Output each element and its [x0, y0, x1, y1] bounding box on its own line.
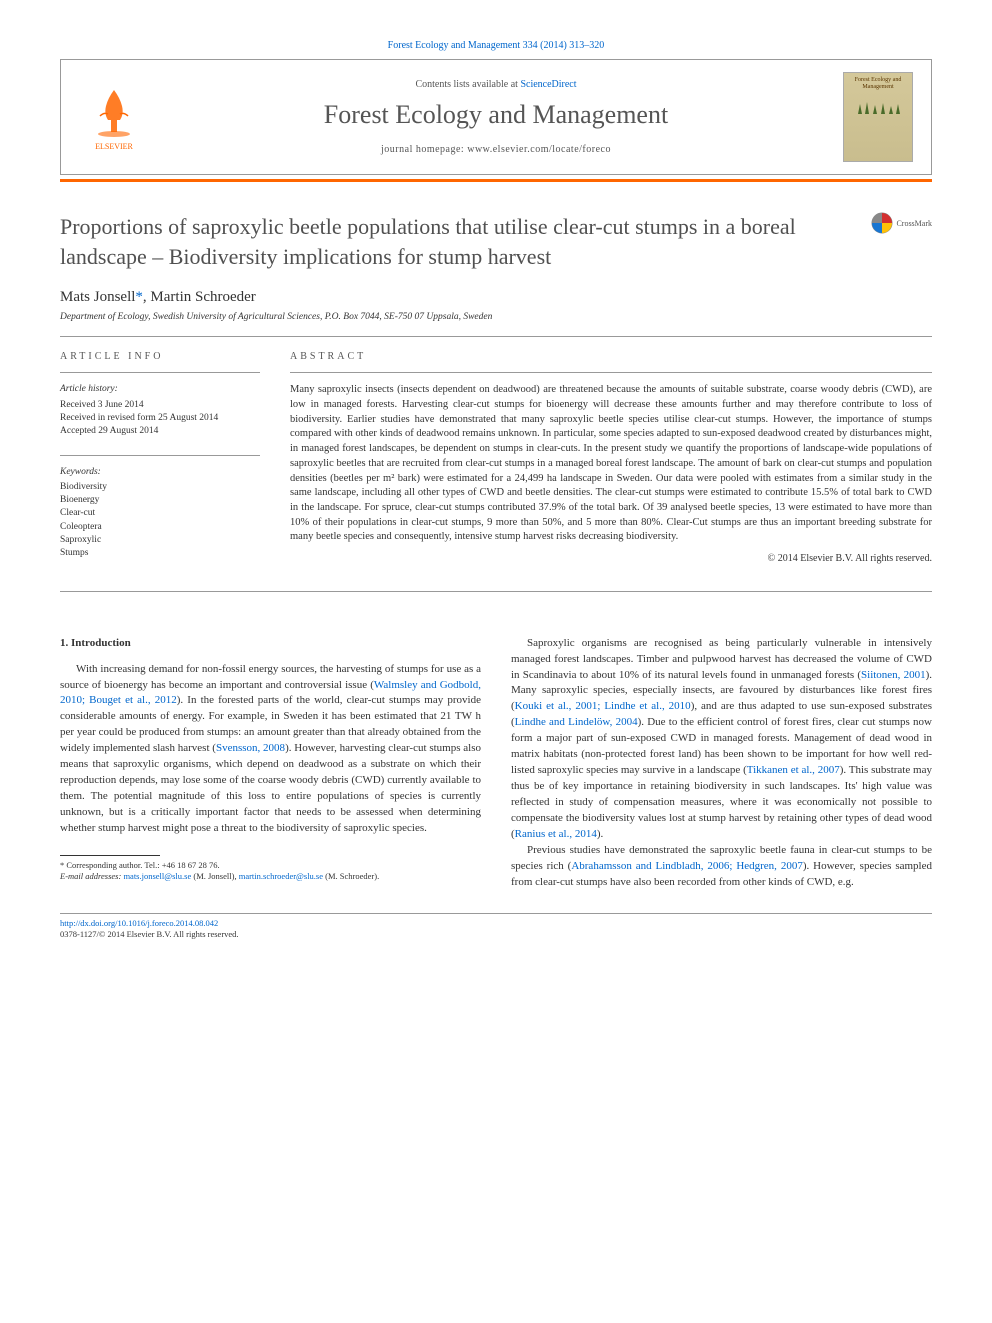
authors-line: Mats Jonsell*, Martin Schroeder	[60, 289, 932, 306]
keywords-block: Keywords: Biodiversity Bioenergy Clear-c…	[60, 466, 260, 561]
contents-prefix: Contents lists available at	[415, 79, 520, 90]
abstract-label: ABSTRACT	[290, 351, 932, 362]
article-title: Proportions of saproxylic beetle populat…	[60, 212, 871, 271]
elsevier-tree-icon	[86, 84, 142, 140]
info-divider	[60, 372, 260, 373]
issn-copyright: 0378-1127/© 2014 Elsevier B.V. All right…	[60, 929, 239, 939]
corresponding-author-link[interactable]: *	[135, 289, 143, 305]
citation-link[interactable]: Kouki et al., 2001; Lindhe et al., 2010	[515, 700, 691, 712]
affiliation: Department of Ecology, Swedish Universit…	[60, 312, 932, 322]
journal-name: Forest Ecology and Management	[149, 100, 843, 130]
journal-header: ELSEVIER Contents lists available at Sci…	[60, 59, 932, 175]
journal-homepage-line: journal homepage: www.elsevier.com/locat…	[149, 144, 843, 155]
article-info-column: ARTICLE INFO Article history: Received 3…	[60, 351, 260, 576]
body-text: ). However, harvesting clear-cut stumps …	[60, 742, 481, 834]
history-revised: Received in revised form 25 August 2014	[60, 412, 260, 425]
accent-bar	[60, 179, 932, 182]
citation-link[interactable]: Tikkanen et al., 2007	[747, 764, 840, 776]
keyword: Stumps	[60, 547, 260, 560]
doi-link[interactable]: http://dx.doi.org/10.1016/j.foreco.2014.…	[60, 918, 218, 928]
citation-link[interactable]: Ranius et al., 2014	[515, 828, 597, 840]
keywords-header: Keywords:	[60, 466, 260, 479]
abstract-copyright: © 2014 Elsevier B.V. All rights reserved…	[290, 553, 932, 564]
abstract-divider	[290, 372, 932, 373]
keyword: Clear-cut	[60, 507, 260, 520]
info-divider	[60, 455, 260, 456]
corresponding-author-note: * Corresponding author. Tel.: +46 18 67 …	[60, 860, 481, 871]
author-2: Martin Schroeder	[150, 289, 255, 305]
article-history: Article history: Received 3 June 2014 Re…	[60, 383, 260, 438]
top-citation: Forest Ecology and Management 334 (2014)…	[60, 40, 932, 51]
citation-link[interactable]: Abrahamsson and Lindbladh, 2006; Hedgren…	[571, 860, 803, 872]
history-accepted: Accepted 29 August 2014	[60, 425, 260, 438]
email-label: E-mail addresses:	[60, 871, 123, 881]
publisher-logo-block: ELSEVIER	[79, 84, 149, 151]
cover-title: Forest Ecology and Management	[848, 77, 908, 90]
contents-available-line: Contents lists available at ScienceDirec…	[149, 79, 843, 90]
abstract-text: Many saproxylic insects (insects depende…	[290, 383, 932, 545]
body-columns: 1. Introduction With increasing demand f…	[60, 636, 932, 891]
left-column: 1. Introduction With increasing demand f…	[60, 636, 481, 891]
sciencedirect-link[interactable]: ScienceDirect	[520, 79, 576, 90]
divider	[60, 591, 932, 592]
homepage-url: www.elsevier.com/locate/foreco	[467, 144, 611, 155]
right-column: Saproxylic organisms are recognised as b…	[511, 636, 932, 891]
keyword: Biodiversity	[60, 481, 260, 494]
crossmark-icon	[871, 212, 893, 234]
bottom-bar: http://dx.doi.org/10.1016/j.foreco.2014.…	[60, 913, 932, 941]
keyword: Saproxylic	[60, 534, 260, 547]
email-who: (M. Schroeder).	[323, 871, 379, 881]
crossmark-label: CrossMark	[896, 219, 932, 228]
abstract-column: ABSTRACT Many saproxylic insects (insect…	[290, 351, 932, 576]
cover-trees-icon	[853, 96, 903, 116]
keyword: Bioenergy	[60, 494, 260, 507]
homepage-prefix: journal homepage:	[381, 144, 467, 155]
intro-heading: 1. Introduction	[60, 636, 481, 652]
email-who: (M. Jonsell),	[191, 871, 238, 881]
crossmark-badge[interactable]: CrossMark	[871, 212, 932, 234]
citation-link[interactable]: Siitonen, 2001	[861, 669, 926, 681]
email-link[interactable]: martin.schroeder@slu.se	[239, 871, 323, 881]
body-text: ).	[597, 828, 603, 840]
author-1: Mats Jonsell	[60, 289, 135, 305]
publisher-label: ELSEVIER	[95, 142, 133, 151]
article-info-label: ARTICLE INFO	[60, 351, 260, 362]
history-header: Article history:	[60, 383, 260, 396]
citation-link[interactable]: Lindhe and Lindelöw, 2004	[515, 716, 638, 728]
email-link[interactable]: mats.jonsell@slu.se	[123, 871, 191, 881]
history-received: Received 3 June 2014	[60, 399, 260, 412]
footnotes: * Corresponding author. Tel.: +46 18 67 …	[60, 860, 481, 883]
keyword: Coleoptera	[60, 521, 260, 534]
journal-cover-thumbnail: Forest Ecology and Management	[843, 72, 913, 162]
email-addresses: E-mail addresses: mats.jonsell@slu.se (M…	[60, 871, 481, 882]
citation-link[interactable]: Svensson, 2008	[216, 742, 285, 754]
divider	[60, 336, 932, 337]
footnote-separator	[60, 855, 160, 856]
